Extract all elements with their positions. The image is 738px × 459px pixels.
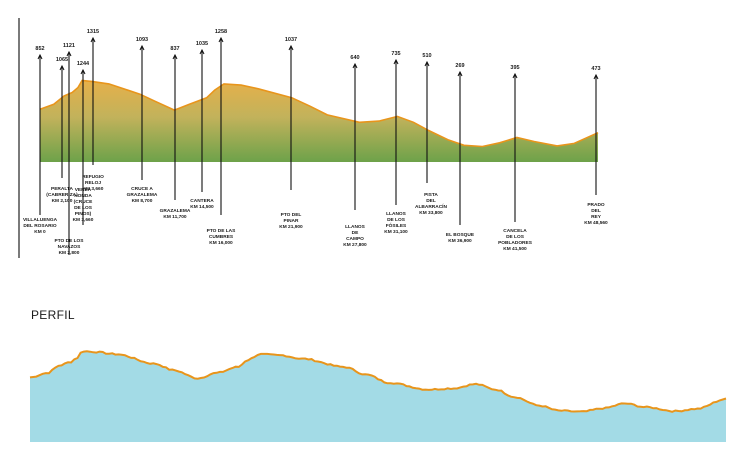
- waypoint-11: 735 LLANOS DE LOS FÓSILES KM 31,100: [384, 51, 408, 235]
- waypoint-1: 1065 PERALTA (CABRERIZA) KM 2,100: [46, 57, 78, 204]
- waypoint-elevation-label: 640: [350, 55, 359, 61]
- arrow-head-icon: [424, 60, 430, 67]
- waypoint-13: 269 EL BOSQUE KM 36,900: [446, 63, 475, 244]
- waypoint-elevation-label: 735: [391, 51, 400, 57]
- arrow-head-icon: [393, 58, 399, 65]
- waypoint-elevation-label: 510: [422, 53, 431, 59]
- waypoint-elevation-label: 1258: [215, 29, 227, 35]
- arrow-head-icon: [288, 44, 294, 51]
- waypoint-name-label: LLANOS DE LOS FÓSILES KM 31,100: [384, 211, 408, 235]
- arrow-head-icon: [59, 64, 65, 71]
- waypoint-name-label: CANCELA DE LOS POBLADORES KM 41,500: [498, 228, 533, 252]
- waypoint-15: 473 PRADO DEL REY KM 48,560: [584, 66, 608, 226]
- arrow-head-icon: [172, 53, 178, 60]
- waypoint-name-label: PTO DEL PINAR KM 21,900: [279, 212, 303, 230]
- arrow-head-icon: [199, 48, 205, 55]
- waypoint-6: 837 GRAZALEMA KM 11,700: [160, 46, 191, 220]
- waypoint-name-label: CRUCE A GRAZALEMA KM 8,700: [127, 186, 158, 204]
- waypoint-elevation-label: 852: [35, 46, 44, 52]
- perfil-chart: [29, 350, 727, 442]
- waypoint-name-label: PISTA DEL ALBARRACÍN KM 33,800: [415, 192, 448, 216]
- arrow-head-icon: [512, 72, 518, 79]
- waypoint-12: 510 PISTA DEL ALBARRACÍN KM 33,800: [415, 53, 448, 216]
- waypoint-name-label: CANTERA KM 14,500: [190, 198, 214, 210]
- waypoint-annotations: 852 VILLALUENGA DEL ROSARIO KM 0 1065 PERALTA…: [23, 29, 608, 256]
- waypoint-name-label: PTO DE LAS CUMBRES KM 16,000: [207, 228, 236, 246]
- arrow-head-icon: [37, 53, 43, 60]
- arrow-head-icon: [139, 44, 145, 51]
- waypoint-elevation-label: 1065: [56, 57, 68, 63]
- waypoint-10: 640 LLANOS DE CAMPO KM 27,800: [343, 55, 367, 248]
- arrow-head-icon: [90, 36, 96, 43]
- arrow-head-icon: [80, 68, 86, 75]
- waypoint-name-label: LLANOS DE CAMPO KM 27,800: [343, 224, 367, 248]
- arrow-head-icon: [457, 70, 463, 77]
- waypoint-14: 395 CANCELA DE LOS POBLADORES KM 41,500: [498, 65, 533, 252]
- waypoint-name-label: EL BOSQUE KM 36,900: [446, 232, 475, 244]
- elevation-area: [40, 80, 598, 162]
- perfil-line: [29, 350, 727, 413]
- waypoint-elevation-label: 473: [591, 66, 600, 72]
- waypoint-elevation-label: 395: [510, 65, 519, 71]
- waypoint-name-label: PRADO DEL REY KM 48,560: [584, 202, 608, 226]
- waypoint-name-label: GRAZALEMA KM 11,700: [160, 208, 191, 220]
- waypoint-9: 1037 PTO DEL PINAR KM 21,900: [279, 37, 303, 230]
- waypoint-elevation-label: 1315: [87, 29, 99, 35]
- perfil-area: [30, 351, 726, 442]
- waypoint-5: 1093 CRUCE A GRAZALEMA KM 8,700: [127, 37, 158, 204]
- arrow-head-icon: [66, 50, 72, 57]
- waypoint-4: 1315 REFUGIO RELOJ KM 3,660: [82, 29, 104, 192]
- waypoint-3: 1244 VEREA HONDA (CRUCE DE LOS PINOS) KM 3,660: [73, 61, 94, 225]
- arrow-head-icon: [218, 36, 224, 43]
- waypoint-elevation-label: 1037: [285, 37, 297, 43]
- waypoint-name-label: PTO DE LOS NAVAZOS KM 2,800: [55, 238, 85, 256]
- elevation-line: [39, 79, 599, 148]
- waypoint-elevation-label: 1093: [136, 37, 148, 43]
- waypoint-elevation-label: 1035: [196, 41, 208, 47]
- waypoint-name-label: PERALTA (CABRERIZA) KM 2,100: [46, 186, 78, 204]
- route-profile-chart: 852 VILLALUENGA DEL ROSARIO KM 0 1065 PERALTA…: [18, 18, 608, 258]
- waypoint-elevation-label: 1121: [63, 43, 75, 49]
- waypoint-elevation-label: 269: [455, 63, 464, 69]
- waypoint-name-label: VEREA HONDA (CRUCE DE LOS PINOS) KM 3,660: [73, 187, 94, 223]
- perfil-title: PERFIL: [31, 308, 75, 322]
- waypoint-8: 1258 PTO DE LAS CUMBRES KM 16,000: [207, 29, 236, 246]
- waypoint-2: 1121 PTO DE LOS NAVAZOS KM 2,800: [55, 43, 85, 256]
- waypoint-0: 852 VILLALUENGA DEL ROSARIO KM 0: [23, 46, 58, 235]
- waypoint-name-label: REFUGIO RELOJ KM 3,660: [82, 174, 104, 192]
- waypoint-elevation-label: 837: [170, 46, 179, 52]
- waypoint-7: 1035 CANTERA KM 14,500: [190, 41, 214, 210]
- waypoint-name-label: VILLALUENGA DEL ROSARIO KM 0: [23, 217, 58, 235]
- arrow-head-icon: [593, 73, 599, 80]
- waypoint-elevation-label: 1244: [77, 61, 90, 67]
- arrow-head-icon: [352, 62, 358, 69]
